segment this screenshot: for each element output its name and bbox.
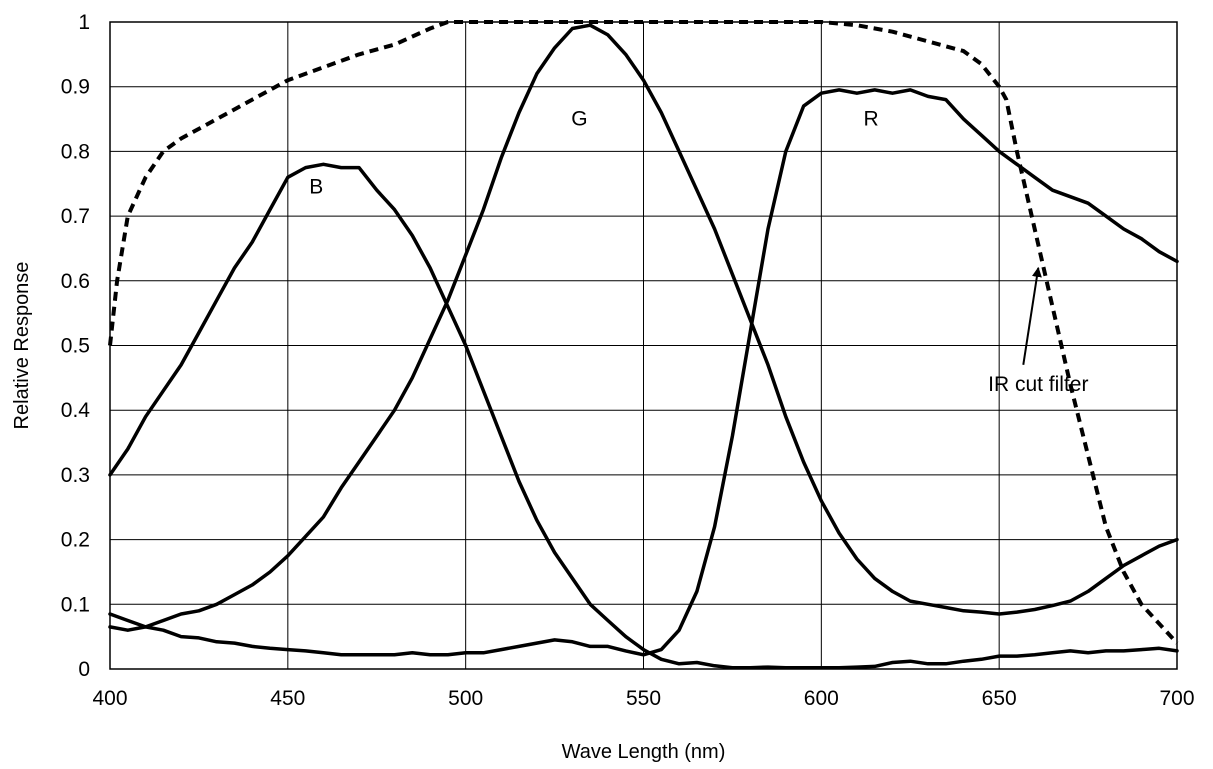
- y-tick-label: 0.1: [61, 593, 90, 616]
- y-tick-label: 1: [78, 11, 90, 34]
- series-layer: [108, 20, 1179, 670]
- series-line-ir-cut-filter: [108, 20, 1179, 645]
- y-tick-label: 0.8: [61, 140, 90, 163]
- series-line-g: [108, 23, 1179, 632]
- series-line-r: [108, 88, 1179, 657]
- series-line-b: [108, 162, 1179, 670]
- y-tick-label: 0.4: [61, 399, 91, 422]
- y-tick-label: 0.9: [61, 76, 90, 99]
- x-tick-label: 650: [982, 687, 1017, 710]
- x-tick-label: 400: [92, 687, 127, 710]
- y-tick-label: 0.5: [61, 335, 90, 358]
- y-tick-label: 0: [78, 658, 90, 681]
- y-tick-label: 0.7: [61, 205, 90, 228]
- annotation-label-r: R: [864, 108, 879, 131]
- x-axis-title: Wave Length (nm): [562, 741, 726, 763]
- plot-frame: [109, 21, 1178, 670]
- y-tick-label: 0.2: [61, 529, 90, 552]
- x-tick-label: 500: [448, 687, 483, 710]
- x-tick-label: 550: [626, 687, 661, 710]
- x-tick-label: 700: [1159, 687, 1194, 710]
- y-tick-label: 0.6: [61, 270, 90, 293]
- annotation-arrow: [1022, 266, 1042, 365]
- x-tick-label: 600: [804, 687, 839, 710]
- tick-labels: 400 450 500 550 600 650 700 0 0.1 0.2 0.3 0.4 0.5 0.6…: [61, 11, 1195, 710]
- annotation-label-ir-cut-filter: IR cut filter: [988, 373, 1088, 396]
- annotation-label-b: B: [309, 175, 323, 198]
- y-tick-label: 0.3: [61, 464, 90, 487]
- annotation-label-g: G: [571, 108, 587, 131]
- annotations-layer: B G R IR cut filter: [309, 108, 1088, 396]
- y-axis-title: Relative Response: [11, 262, 33, 430]
- x-tick-label: 450: [270, 687, 305, 710]
